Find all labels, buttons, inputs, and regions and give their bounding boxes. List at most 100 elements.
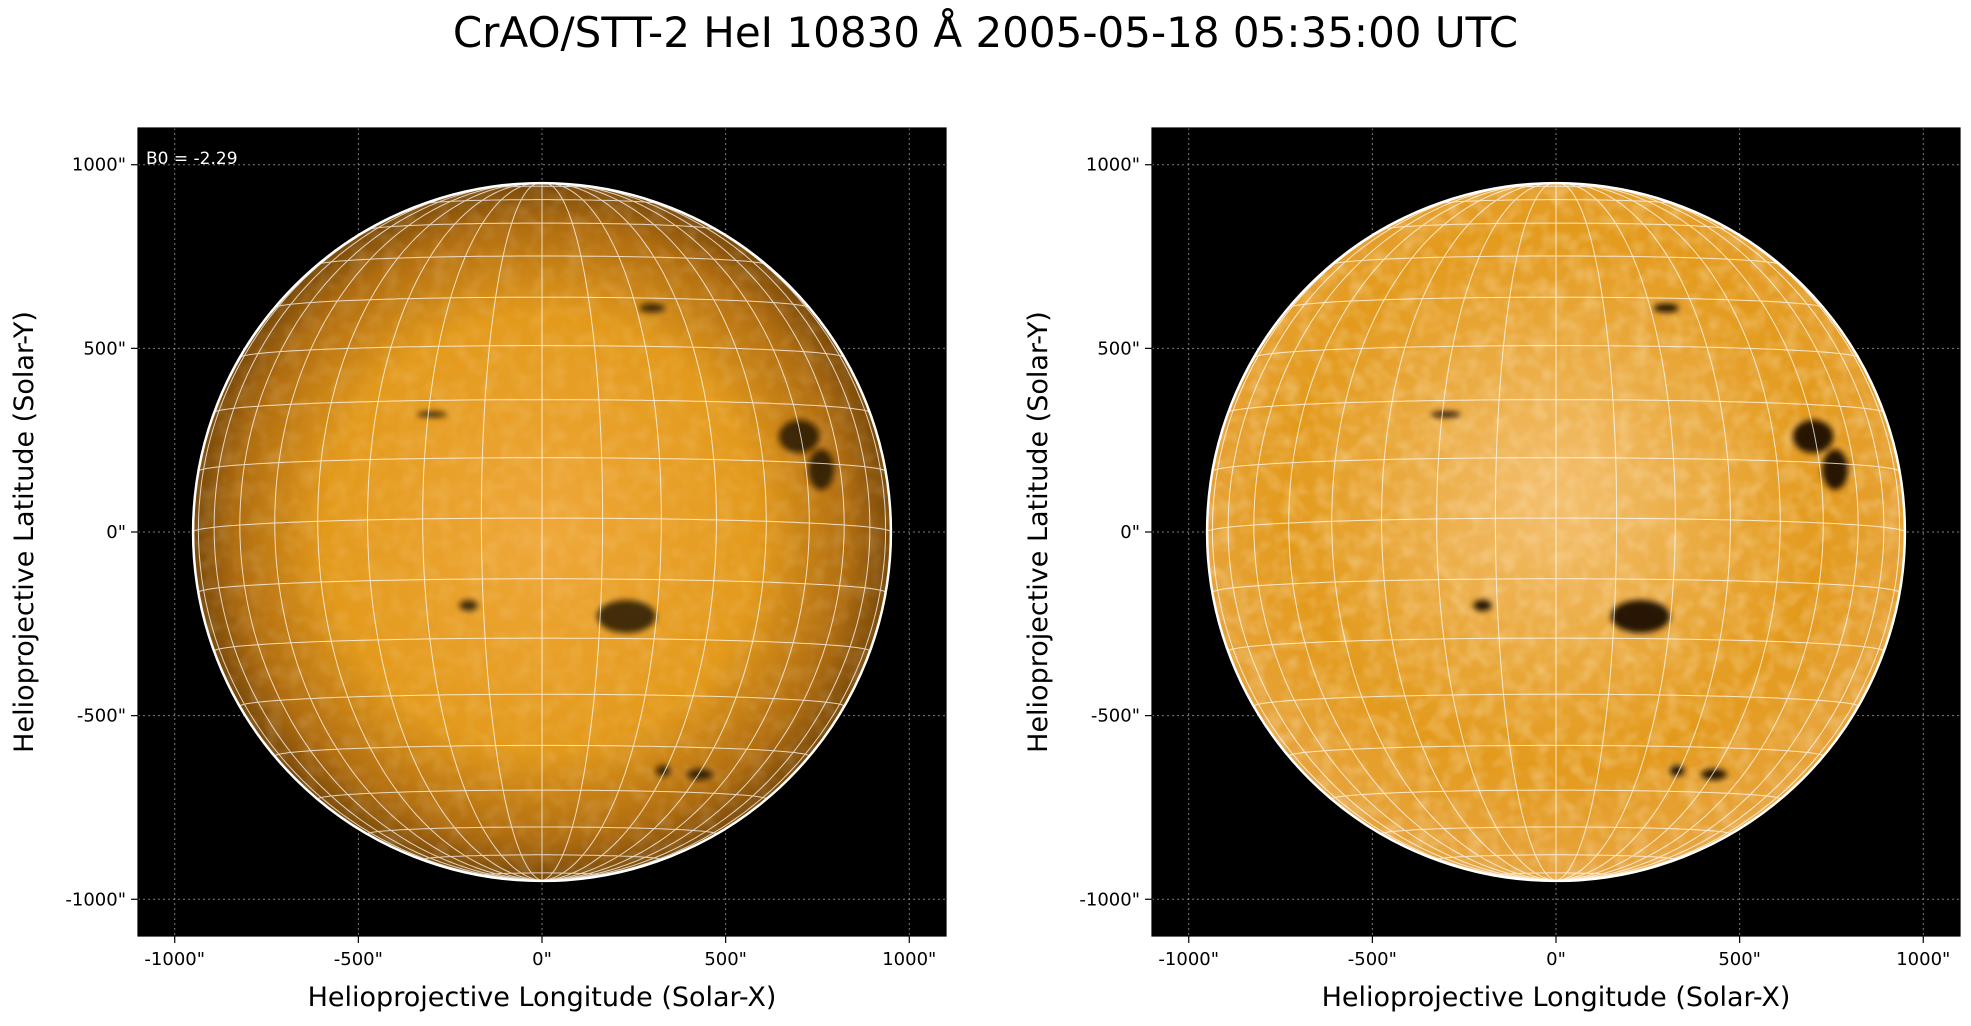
parallel-line <box>317 789 767 800</box>
dark-feature <box>1473 599 1492 611</box>
parallel-line <box>1253 693 1859 707</box>
meridian-line <box>1211 192 1557 881</box>
parallel-line <box>1207 517 1905 533</box>
y-tick-label: -500" <box>77 706 126 727</box>
x-tick-label: 1000" <box>1896 949 1950 970</box>
meridian-line <box>213 185 543 881</box>
dark-feature <box>778 419 820 454</box>
parallel-line <box>367 222 717 231</box>
dark-feature <box>459 599 478 611</box>
meridian-line <box>1555 185 1885 881</box>
x-tick-label: -1000" <box>144 949 205 970</box>
meridian-line <box>1555 183 1781 881</box>
parallel-line <box>422 854 662 861</box>
meridian-line <box>1555 183 1676 881</box>
parallel-line <box>480 872 604 877</box>
x-tick-label: 0" <box>532 949 552 970</box>
meridian-line <box>541 183 810 881</box>
dark-feature <box>1669 765 1685 777</box>
x-tick-label: -1000" <box>1158 949 1219 970</box>
parallel-line <box>197 578 887 593</box>
meridian-line <box>1555 184 1859 881</box>
x-tick-label: -500" <box>334 949 383 970</box>
meridian-line <box>541 183 604 881</box>
dark-feature <box>417 411 447 418</box>
x-tick-label: 500" <box>1718 949 1761 970</box>
parallel-line <box>1494 872 1618 877</box>
x-tick-label: 1000" <box>882 949 936 970</box>
parallel-line <box>1227 399 1885 413</box>
meridian-line <box>1227 185 1557 881</box>
y-tick-label: -1000" <box>65 889 126 910</box>
meridian-line <box>1555 183 1618 881</box>
meridian-line <box>317 183 543 881</box>
parallel-line <box>213 637 871 652</box>
dark-feature <box>639 303 666 313</box>
y-tick-label: -1000" <box>1079 889 1140 910</box>
dark-feature <box>1822 449 1848 490</box>
dark-feature <box>1611 599 1670 633</box>
y-tick-label: -500" <box>1091 706 1140 727</box>
dark-feature <box>808 449 834 490</box>
parallel-line <box>193 517 891 533</box>
y-tick-label: 1000" <box>72 155 126 176</box>
heliographic-grid <box>1207 183 1905 881</box>
parallel-line <box>1332 255 1780 265</box>
x-axis-label: Helioprojective Longitude (Solar-X) <box>308 982 777 1013</box>
parallel-line <box>239 345 845 358</box>
limb-circle <box>191 181 893 883</box>
meridian-line <box>1555 183 1824 881</box>
y-tick-label: 1000" <box>1086 155 1140 176</box>
parallel-line <box>1436 854 1676 861</box>
figure-title: CrAO/STT-2 HeI 10830 Å 2005-05-18 05:35:… <box>452 8 1519 57</box>
meridian-line <box>541 185 871 881</box>
dark-feature <box>597 599 656 633</box>
b0-annotation: B0 = -2.29 <box>146 149 238 169</box>
parallel-line <box>318 255 766 265</box>
meridian-line <box>1436 183 1557 881</box>
parallel-line <box>274 744 810 757</box>
dark-feature <box>687 768 713 780</box>
parallel-line <box>239 693 845 707</box>
x-tick-label: 500" <box>704 949 747 970</box>
meridian-line <box>480 183 543 881</box>
panel-left: -1000" -500" 0" 500" 1000" 1000" 500" 0" -500" -1… <box>9 127 947 1013</box>
y-tick-label: 500" <box>83 338 126 359</box>
x-tick-label: 0" <box>1546 949 1566 970</box>
meridian-line <box>274 183 543 881</box>
meridian-line <box>1555 192 1901 881</box>
meridian-line <box>422 183 543 881</box>
x-axis-label: Helioprojective Longitude (Solar-X) <box>1322 982 1791 1013</box>
parallel-line <box>1331 789 1781 800</box>
y-axis-label: Helioprojective Latitude (Solar-Y) <box>9 311 40 753</box>
dark-features <box>1431 303 1848 780</box>
x-tick-label: -500" <box>1348 949 1397 970</box>
y-tick-label: 0" <box>106 522 126 543</box>
meridian-line <box>1331 183 1557 881</box>
parallel-line <box>1212 457 1900 472</box>
parallel-line <box>1288 744 1824 757</box>
meridian-line <box>1288 183 1557 881</box>
dark-feature <box>1653 303 1680 313</box>
y-tick-label: 500" <box>1097 338 1140 359</box>
dark-feature <box>1792 419 1834 454</box>
meridian-line <box>1555 183 1732 881</box>
meridian-line <box>1253 184 1557 881</box>
meridian-line <box>1494 183 1557 881</box>
parallel-line <box>198 457 886 472</box>
parallel-line <box>423 199 661 205</box>
dark-features <box>417 303 834 780</box>
parallel-line <box>1437 199 1675 205</box>
parallel-line <box>1381 222 1731 231</box>
parallel-line <box>1253 345 1859 358</box>
parallel-line <box>213 399 871 413</box>
parallel-line <box>1211 578 1901 593</box>
meridian-line <box>1380 183 1557 881</box>
meridian-line <box>541 192 887 881</box>
meridian-line <box>541 183 718 881</box>
meridian-line <box>239 184 543 881</box>
parallel-line <box>1380 826 1732 835</box>
parallel-line <box>366 826 718 835</box>
y-axis-label: Helioprojective Latitude (Solar-Y) <box>1023 311 1054 753</box>
